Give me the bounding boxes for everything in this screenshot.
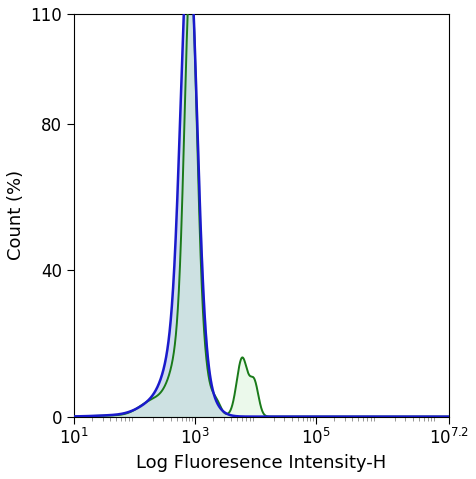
X-axis label: Log Fluoresence Intensity-H: Log Fluoresence Intensity-H [137,454,387,472]
Y-axis label: Count (%): Count (%) [7,170,25,260]
